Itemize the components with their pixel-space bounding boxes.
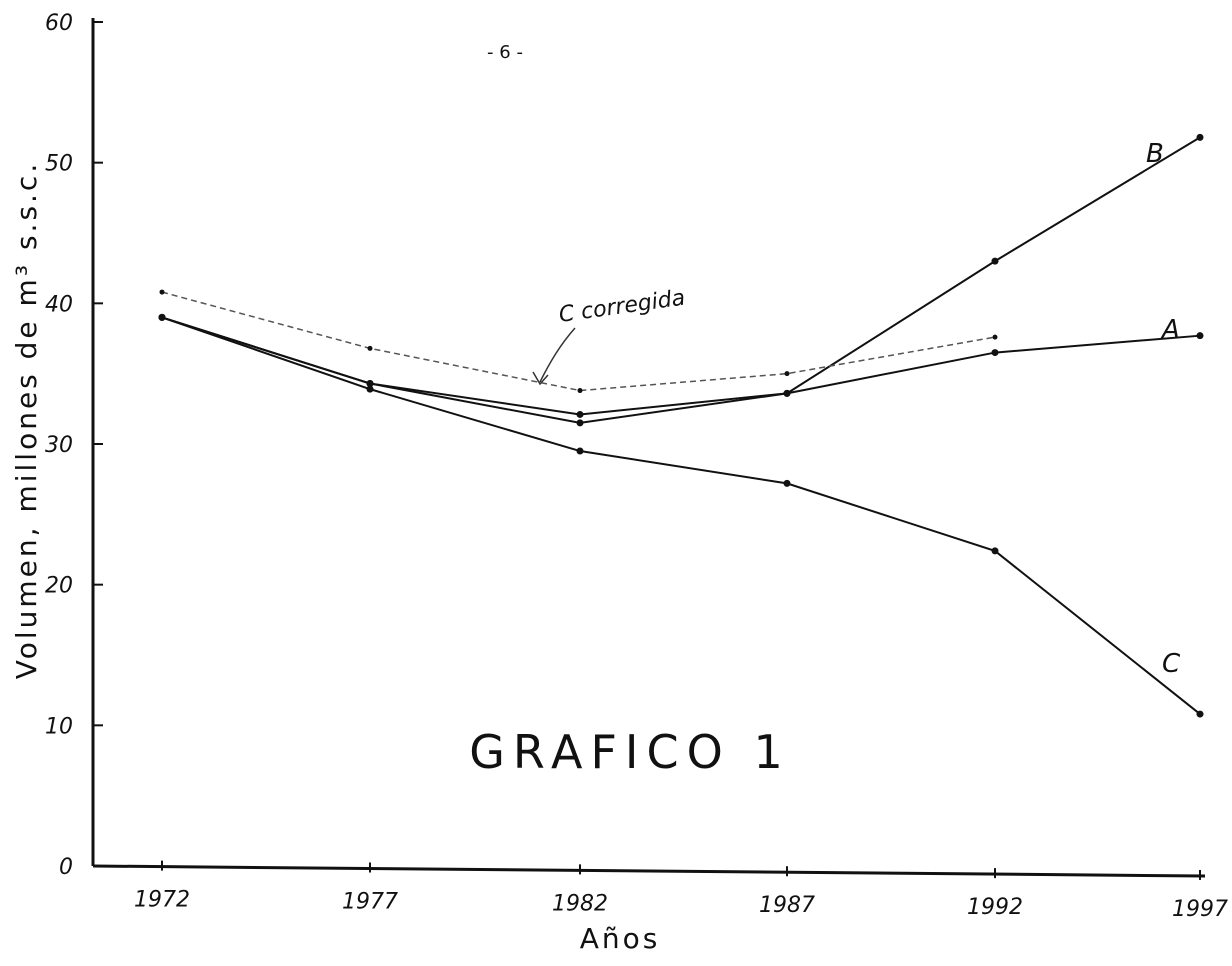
x-axis-line (92, 864, 1206, 878)
x-tick-label: 1997 (1172, 897, 1228, 922)
data-point-c (576, 447, 584, 455)
x-tick-label: 1982 (552, 891, 608, 916)
y-tick-label: 20 (45, 574, 73, 599)
series-label-a: A (1160, 315, 1180, 345)
series-label-b: B (1146, 139, 1164, 169)
data-point-c (158, 313, 166, 321)
data-point-b (991, 257, 999, 265)
y-tick-label: 40 (45, 292, 73, 317)
page-number: - 6 - (487, 42, 523, 63)
chart-title: GRAFICO 1 (469, 725, 790, 779)
annotation-arrowhead (532, 371, 549, 386)
x-tick-label: 1977 (342, 889, 398, 914)
data-point-c-corregida (367, 345, 373, 351)
series-label-c: C (1162, 649, 1181, 679)
series-line-c-corregida (161, 291, 996, 392)
series-line-c (161, 316, 1201, 715)
y-axis-label: Volumen, millones de m³ s.s.c. (10, 161, 43, 679)
data-point-b (1196, 133, 1204, 141)
annotation-arrow (539, 327, 576, 383)
x-axis-label: Años (580, 922, 661, 955)
data-point-c-corregida (577, 388, 583, 394)
annotation-c-corregida: C corregida (557, 286, 686, 328)
x-tick-label: 1992 (967, 895, 1023, 920)
data-point-b (576, 410, 584, 418)
y-tick-label: 50 (45, 152, 73, 177)
series-line-b (161, 136, 1201, 416)
data-point-a (576, 419, 584, 427)
y-tick-label: 60 (45, 11, 73, 36)
data-point-a (991, 349, 999, 357)
data-point-c-corregida (784, 371, 790, 377)
data-point-c-corregida (992, 334, 998, 340)
axis-ticks: 0 10 20 30 40 50 60 1972 1977 1982 1987 1992 1997 (45, 11, 1228, 922)
data-point-b (366, 380, 374, 388)
data-point-c (366, 385, 374, 393)
y-tick-label: 0 (59, 855, 73, 880)
x-tick-label: 1972 (134, 888, 190, 913)
data-point-c (1196, 710, 1204, 718)
data-point-c (991, 547, 999, 555)
data-point-c (783, 479, 791, 487)
y-tick-label: 10 (45, 714, 73, 739)
y-tick-label: 30 (45, 433, 73, 458)
chart-series: A B C (158, 133, 1204, 718)
data-point-c-corregida (159, 289, 165, 295)
x-tick-label: 1987 (759, 893, 815, 918)
data-point-b (783, 389, 791, 397)
data-point-a (1196, 332, 1204, 340)
